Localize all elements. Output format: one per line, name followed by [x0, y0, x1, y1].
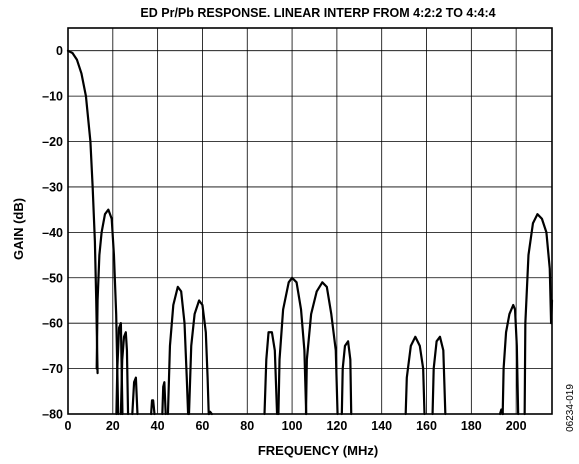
x-tick-label: 20	[106, 419, 120, 433]
x-tick-label: 180	[461, 419, 482, 433]
response-curve-segment	[263, 331, 279, 416]
y-tick-label: –20	[42, 135, 63, 149]
x-tick-label: 40	[151, 419, 165, 433]
response-curve-segment	[523, 213, 554, 416]
response-curve-segment	[166, 285, 190, 416]
grid	[68, 28, 552, 414]
y-tick-label: –50	[42, 271, 63, 285]
plot-frame	[67, 27, 553, 415]
response-curve-segment	[431, 335, 447, 416]
x-tick-labels: 0 20 40 60 80 100 120 140 160 180 200	[65, 419, 527, 433]
x-tick-label: 140	[371, 419, 392, 433]
response-curve-segment	[340, 340, 353, 416]
response-curve-segment	[95, 208, 120, 416]
x-tick-label: 60	[195, 419, 209, 433]
x-tick-label: 80	[240, 419, 254, 433]
x-tick-label: 0	[65, 419, 72, 433]
series-group	[66, 49, 554, 416]
y-tick-label: –30	[42, 180, 63, 194]
y-tick-label: 0	[56, 44, 63, 58]
y-tick-label: –80	[42, 408, 63, 422]
response-curve-segment	[66, 49, 99, 375]
response-curve-segment	[161, 381, 167, 416]
y-tick-label: –10	[42, 90, 63, 104]
response-curve-segment	[501, 303, 520, 416]
figure-id: 06234-019	[565, 384, 576, 432]
x-tick-label: 200	[506, 419, 527, 433]
response-curve-segment	[150, 399, 156, 416]
response-curve-segment	[119, 331, 130, 416]
x-tick-label: 120	[326, 419, 347, 433]
response-curve-segment	[187, 299, 210, 416]
x-tick-label: 100	[282, 419, 303, 433]
response-curve-segment	[304, 281, 339, 416]
x-axis-label: FREQUENCY (MHz)	[258, 443, 378, 458]
y-axis-label: GAIN (dB)	[11, 198, 26, 260]
y-tick-labels: 0 –10 –20 –30 –40 –50 –60 –70 –80	[42, 44, 63, 421]
response-curve-segment	[404, 335, 426, 416]
y-tick-label: –60	[42, 317, 63, 331]
y-tick-label: –70	[42, 362, 63, 376]
chart-title: ED Pr/Pb RESPONSE. LINEAR INTERP FROM 4:…	[140, 6, 495, 20]
response-curve-segment	[277, 276, 308, 416]
response-curve-segment	[131, 376, 139, 416]
y-tick-label: –40	[42, 226, 63, 240]
response-curve-segment	[115, 322, 124, 416]
x-tick-label: 160	[416, 419, 437, 433]
